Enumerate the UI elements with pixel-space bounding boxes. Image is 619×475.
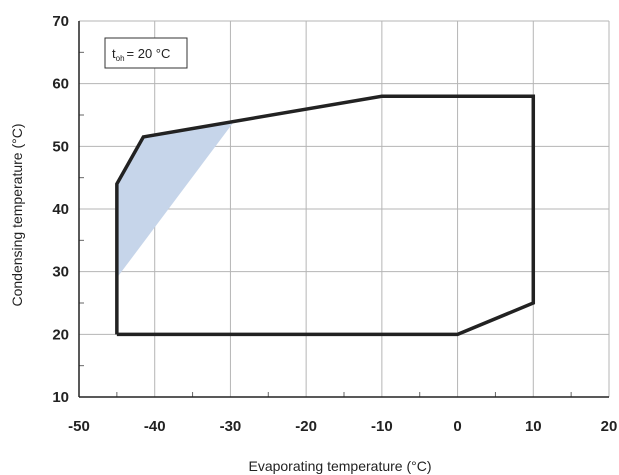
annotation-base: t [112,46,116,61]
annotation-subscript: oh [116,54,125,63]
operating-envelope [115,94,536,337]
y-tick-label: 10 [52,389,69,406]
y-tick-label: 30 [52,264,69,281]
x-tick-label: 20 [601,418,618,435]
x-tick-label: -20 [295,418,317,435]
x-tick-label: -40 [144,418,166,435]
shaded-region-layer [116,121,235,278]
y-tick-label: 60 [52,76,69,93]
y-tick-label: 50 [52,138,69,155]
annotation-box: toh = 20 °C [104,37,188,69]
x-tick-label: 10 [525,418,542,435]
x-tick-label: -10 [371,418,393,435]
y-axis-label: Condensing temperature (°C) [9,123,25,306]
x-axis-label: Evaporating temperature (°C) [248,458,431,474]
envelope-layer [115,94,536,337]
annotation-text: toh = 20 °C [112,46,170,63]
y-axis-ticks: 10 20 30 40 50 60 70 [52,13,69,406]
x-axis-ticks: -50 -40 -30 -20 -10 0 10 20 [68,418,617,435]
y-tick-label: 70 [52,13,69,30]
annotation-rest: = 20 °C [127,46,171,61]
x-tick-label: 0 [453,418,461,435]
annotation-frame [104,37,188,69]
y-tick-label: 20 [52,326,69,343]
y-tick-label: 40 [52,201,69,218]
x-tick-label: -50 [68,418,90,435]
shaded-region [116,121,235,278]
x-tick-label: -30 [220,418,242,435]
